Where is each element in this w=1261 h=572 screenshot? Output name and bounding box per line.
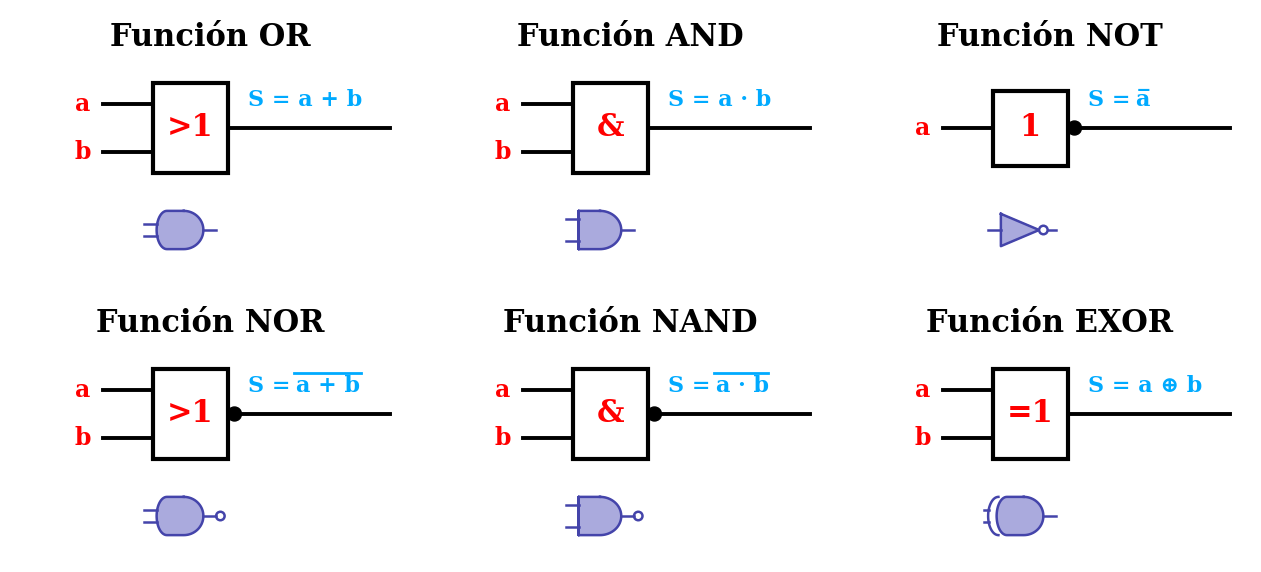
Text: &: &: [596, 113, 624, 144]
Text: b: b: [494, 140, 511, 164]
Polygon shape: [579, 497, 622, 535]
Circle shape: [1039, 226, 1048, 235]
Text: =1: =1: [1006, 399, 1053, 430]
Text: >1: >1: [166, 399, 213, 430]
Circle shape: [1068, 121, 1082, 135]
Bar: [992, 369, 1068, 459]
Bar: [153, 83, 227, 173]
Text: &: &: [596, 399, 624, 430]
Text: a: a: [494, 92, 511, 116]
Text: S = a ⊕ b: S = a ⊕ b: [1087, 375, 1202, 397]
Text: Función AND: Función AND: [517, 22, 743, 54]
Circle shape: [647, 407, 662, 421]
Text: a · b: a · b: [715, 375, 768, 397]
Polygon shape: [156, 497, 203, 535]
Polygon shape: [1001, 214, 1039, 246]
Bar: [992, 90, 1068, 165]
Polygon shape: [996, 497, 1043, 535]
Text: Función NOR: Función NOR: [96, 308, 324, 340]
Text: a: a: [74, 92, 90, 116]
Text: S =: S =: [1087, 89, 1137, 111]
Text: Función NOT: Función NOT: [937, 22, 1163, 54]
Text: S =: S =: [247, 375, 298, 397]
Text: S =: S =: [667, 375, 718, 397]
Text: a: a: [915, 378, 931, 402]
Text: b: b: [494, 426, 511, 450]
Text: b: b: [74, 140, 91, 164]
Polygon shape: [156, 211, 203, 249]
Bar: [572, 369, 647, 459]
Text: b: b: [74, 426, 91, 450]
Bar: [153, 369, 227, 459]
Text: Función EXOR: Función EXOR: [927, 308, 1174, 340]
Circle shape: [227, 407, 242, 421]
Text: a: a: [915, 116, 931, 140]
Text: S = a · b: S = a · b: [667, 89, 770, 111]
Text: a: a: [494, 378, 511, 402]
Text: >1: >1: [166, 113, 213, 144]
Text: Función OR: Función OR: [110, 22, 310, 54]
Polygon shape: [579, 211, 622, 249]
Text: a̅: a̅: [1135, 89, 1150, 111]
Text: a: a: [74, 378, 90, 402]
Bar: [572, 83, 647, 173]
Text: b: b: [914, 426, 931, 450]
Text: a + b: a + b: [295, 375, 359, 397]
Text: 1: 1: [1019, 113, 1040, 144]
Text: S = a + b: S = a + b: [247, 89, 362, 111]
Text: Función NAND: Función NAND: [503, 308, 758, 340]
